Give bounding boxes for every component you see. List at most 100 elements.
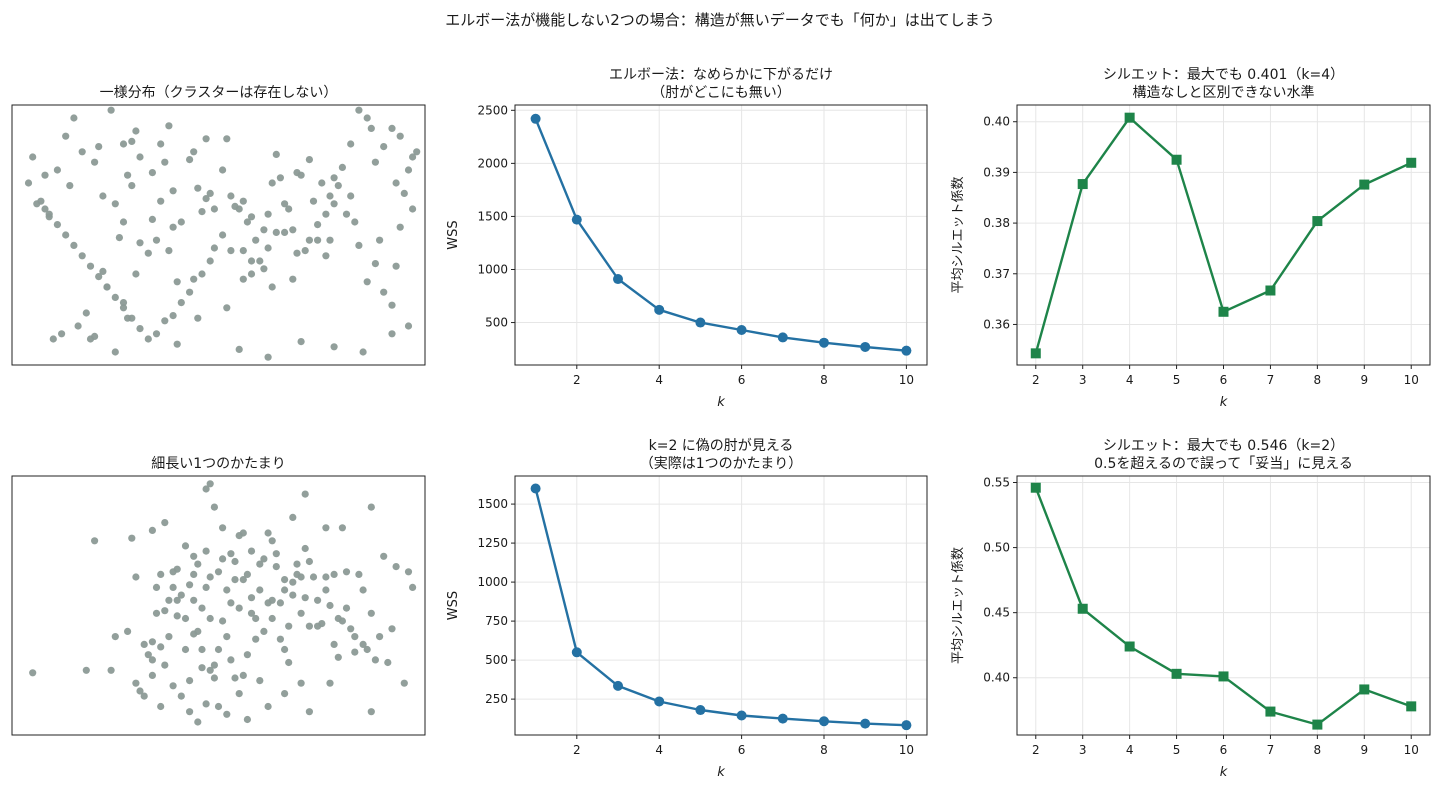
x-tick-label: 9: [1360, 373, 1368, 387]
scatter-point: [371, 656, 379, 664]
scatter-point: [119, 218, 128, 226]
scatter-point: [260, 555, 268, 563]
x-tick-label: 4: [1126, 743, 1134, 757]
x-tick-label: 6: [738, 743, 746, 757]
x-tick-label: 2: [573, 373, 581, 387]
scatter-point: [281, 586, 289, 594]
scatter-point: [314, 236, 322, 244]
x-tick-label: 5: [1173, 743, 1181, 757]
data-point: [1171, 154, 1182, 165]
scatter-point: [330, 343, 338, 351]
scatter-point: [214, 568, 223, 576]
scatter-point: [322, 586, 330, 594]
data-point: [1406, 701, 1417, 712]
panel-uniform-silhouette: シルエット：最大でも 0.401（k=4） 構造なしと区別できない水準 2 3 4 5 6 7…: [951, 67, 1431, 410]
scatter-point: [400, 189, 408, 197]
scatter-point: [194, 314, 202, 322]
x-axis-label: k: [1220, 765, 1228, 780]
y-axis-label: 平均シルエット係数: [951, 547, 966, 664]
scatter-point: [210, 244, 218, 252]
x-tick-label: 10: [899, 373, 914, 387]
scatter-point: [148, 638, 156, 646]
scatter-point: [318, 179, 326, 187]
scatter-point: [124, 627, 132, 636]
y-tick-label: 250: [485, 692, 508, 706]
data-point: [613, 274, 623, 285]
data-point: [1030, 482, 1041, 493]
scatter-point: [268, 537, 276, 545]
scatter-point: [347, 140, 355, 148]
scatter-point: [140, 692, 148, 700]
scatter-point: [223, 304, 231, 312]
scatter-point: [186, 708, 194, 716]
scatter-point: [210, 503, 218, 511]
scatter-point: [210, 661, 218, 669]
scatter-point: [95, 143, 103, 151]
scatter-point: [231, 674, 239, 682]
scatter-point: [388, 124, 396, 132]
scatter-point: [367, 503, 375, 511]
scatter-point: [404, 322, 413, 330]
scatter-point: [289, 513, 297, 522]
scatter-point: [305, 708, 313, 716]
scatter-point: [161, 607, 169, 615]
series-line: [534, 118, 907, 352]
scatter-point: [173, 596, 181, 604]
scatter-point: [177, 218, 185, 226]
scatter-point: [305, 557, 313, 566]
scatter-point: [268, 596, 276, 604]
scatter-point: [227, 656, 235, 664]
scatter-point: [161, 317, 169, 325]
scatter-point: [297, 609, 305, 617]
scatter-point: [326, 236, 334, 244]
scatter-point: [186, 156, 194, 164]
scatter-point: [235, 345, 243, 353]
scatter-point: [351, 218, 359, 226]
data-point: [571, 214, 582, 225]
scatter-point: [409, 205, 417, 213]
y-tick-label: 1500: [477, 497, 508, 511]
scatter-point: [206, 480, 214, 488]
scatter-point: [119, 299, 128, 307]
y-tick-label: 1500: [477, 209, 508, 223]
scatter-point: [380, 552, 388, 560]
scatter-point: [136, 325, 144, 333]
y-axis-label: WSS: [446, 220, 461, 249]
scatter-point: [239, 275, 247, 283]
y-tick-label: 0.39: [983, 165, 1010, 179]
scatter-point: [367, 708, 375, 716]
plot-area: [12, 105, 425, 365]
scatter-point: [190, 570, 198, 579]
scatter-point: [202, 485, 210, 493]
scatter-point: [376, 236, 384, 244]
scatter-point: [219, 231, 227, 239]
scatter-point: [380, 288, 388, 296]
scatter-point: [243, 651, 251, 659]
scatter-point: [99, 267, 107, 275]
scatter-point: [281, 645, 289, 654]
scatter-point: [256, 586, 264, 594]
scatter-point: [293, 560, 301, 568]
y-tick-label: 0.50: [983, 541, 1010, 555]
scatter-point: [351, 633, 359, 641]
scatter-point: [198, 270, 206, 278]
data-point: [1359, 179, 1370, 190]
scatter-point: [219, 166, 227, 174]
scatter-point: [314, 622, 322, 630]
data-point: [695, 317, 706, 328]
scatter-point: [264, 210, 272, 218]
scatter-point: [148, 671, 156, 680]
scatter-point: [309, 197, 318, 205]
y-tick-label: 0.36: [983, 317, 1010, 331]
y-tick-label: 0.45: [983, 606, 1010, 620]
scatter-point: [359, 586, 367, 594]
scatter-point: [206, 666, 214, 674]
scatter-point: [342, 210, 351, 218]
x-tick-label: 8: [1314, 743, 1322, 757]
scatter-point: [338, 524, 346, 532]
scatter-point: [392, 563, 400, 571]
data-point: [530, 483, 541, 494]
scatter-point: [181, 542, 190, 550]
scatter-point: [173, 278, 181, 286]
